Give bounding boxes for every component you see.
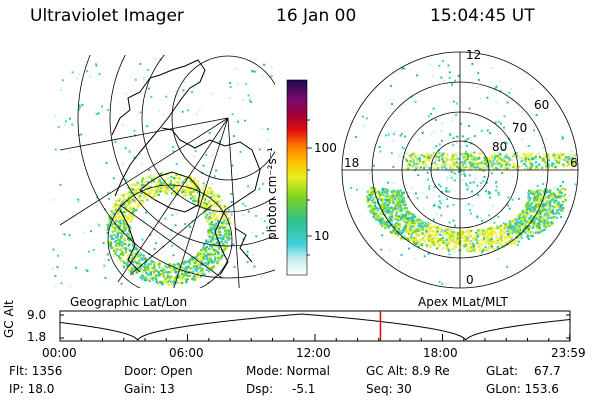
- colorbar-tick-10: 10: [314, 229, 330, 243]
- coastlines: [111, 59, 261, 276]
- info-seq: Seq: 30: [366, 382, 412, 396]
- polar-grid: [341, 51, 579, 289]
- info-ip: IP: 18.0: [9, 382, 55, 396]
- time-tick-1200: 12:00: [296, 346, 331, 360]
- time-label: 15:04:45 UT: [430, 6, 535, 26]
- mlt-label-0: 0: [466, 273, 474, 287]
- info-gc-alt: GC Alt: 8.9 Re: [366, 364, 450, 378]
- lat-label-60: 60: [534, 98, 550, 112]
- colorbar-unit-label: photon cm⁻²s⁻¹: [265, 147, 279, 240]
- auroral-emission-dots: [52, 58, 274, 288]
- info-glat-value: 67.7: [534, 364, 561, 378]
- info-glon: GLon: 153.6: [486, 382, 559, 396]
- altitude-axis-label: GC Alt: [2, 300, 16, 338]
- mlt-label-18: 18: [344, 156, 360, 170]
- date-label: 16 Jan 00: [276, 6, 357, 26]
- altitude-y-tick-high: 9.0: [27, 308, 47, 322]
- altitude-time-ticks: [59, 334, 571, 341]
- right-panel-label: Apex MLat/MLT: [418, 295, 508, 309]
- lat-label-80: 80: [492, 140, 508, 154]
- right-map-layer: [350, 59, 578, 288]
- info-gain: Gain: 13: [124, 382, 175, 396]
- time-tick-1800: 18:00: [423, 346, 458, 360]
- left-map-layer: [52, 55, 275, 288]
- colorbar-ticks: [307, 119, 312, 256]
- lat-lon-grid: [59, 55, 275, 288]
- time-tick-2359: 23:59: [551, 346, 586, 360]
- info-mode: Mode: Normal: [246, 364, 330, 378]
- auroral-oval-dots: [350, 59, 578, 288]
- time-tick-0000: 00:00: [42, 346, 77, 360]
- left-panel-label: Geographic Lat/Lon: [70, 295, 188, 309]
- instrument-title: Ultraviolet Imager: [30, 6, 184, 26]
- time-tick-0600: 06:00: [169, 346, 204, 360]
- info-dsp-value: -5.1: [292, 382, 316, 396]
- colorbar: [286, 79, 308, 276]
- info-door: Door: Open: [124, 364, 193, 378]
- altitude-curve: [59, 313, 571, 341]
- colorbar-tick-100: 100: [314, 141, 337, 155]
- info-dsp: Dsp:: [246, 382, 274, 396]
- altitude-y-tick-low: 1.8: [27, 330, 47, 344]
- info-glat: GLat:: [486, 364, 519, 378]
- lat-label-70: 70: [512, 121, 528, 135]
- mlt-label-6: 6: [570, 156, 578, 170]
- info-flt: Flt: 1356: [9, 364, 63, 378]
- mlt-label-12: 12: [466, 48, 482, 62]
